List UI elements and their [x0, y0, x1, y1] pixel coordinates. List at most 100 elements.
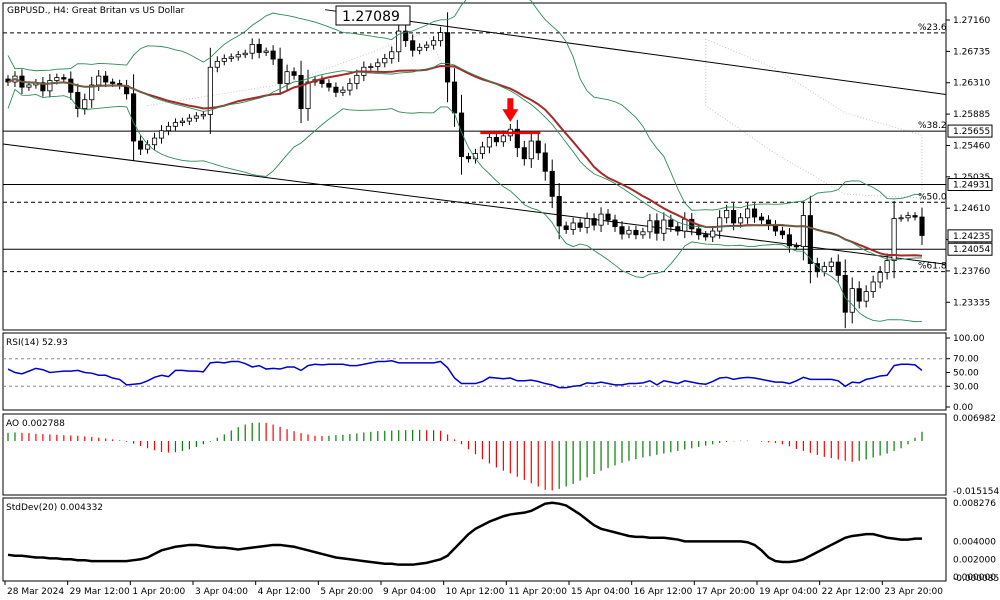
- candle-body: [751, 208, 758, 218]
- candle-body: [284, 71, 290, 84]
- rsi-axis-label: 50.00: [953, 369, 979, 379]
- candle-body: [563, 225, 569, 230]
- candle-body: [640, 231, 646, 236]
- candle-body: [514, 128, 520, 149]
- time-axis-label: 16 Apr 12:00: [634, 587, 693, 597]
- candle-body: [598, 213, 604, 226]
- candle-body: [110, 81, 116, 84]
- candle-body: [465, 156, 472, 160]
- ao-title: AO 0.002788: [6, 419, 65, 429]
- stddev-axis-label: 0.008276: [953, 499, 996, 509]
- candle-body: [919, 216, 925, 236]
- candle-body: [828, 261, 834, 267]
- price-axis-label: 1.24610: [953, 204, 990, 214]
- candle-body: [745, 208, 751, 219]
- price-marker-label: 1.24235: [953, 232, 990, 242]
- price-panel[interactable]: [2, 2, 947, 331]
- time-axis-label: 4 Apr 12:00: [258, 587, 311, 597]
- stddev-panel[interactable]: [2, 497, 947, 582]
- ao-axis-label: 0.006982: [953, 414, 996, 424]
- candle-body: [291, 71, 297, 76]
- candle-body: [696, 228, 702, 236]
- time-axis-label: 29 Mar 12:00: [70, 587, 130, 597]
- candle-body: [26, 84, 32, 88]
- bollinger-lower-band: [7, 88, 923, 323]
- candle-body: [633, 229, 639, 236]
- candle-body: [103, 75, 109, 83]
- time-axis-label: 28 Mar 2024: [7, 587, 64, 597]
- candle-body: [912, 215, 918, 218]
- candle-body: [821, 266, 827, 273]
- candle-body: [138, 140, 144, 150]
- candle-body: [479, 146, 486, 154]
- rsi-axis-label: 0.00: [953, 403, 973, 413]
- rsi-axis-label: 100.00: [953, 334, 985, 344]
- ao-panel[interactable]: [2, 413, 947, 496]
- rsi-panel[interactable]: [2, 332, 947, 411]
- candle-body: [389, 51, 395, 59]
- candle-body: [877, 271, 883, 283]
- candle-body: [54, 77, 60, 81]
- candle-body: [710, 230, 716, 238]
- candle-body: [738, 217, 744, 224]
- candle-body: [158, 130, 165, 139]
- candle-body: [724, 210, 730, 219]
- price-axis-label: 1.25885: [953, 110, 990, 120]
- price-marker-box: [947, 242, 993, 256]
- candle-body: [570, 222, 576, 230]
- time-axis-label: 1 Apr 20:00: [132, 587, 185, 597]
- candle-body: [410, 40, 416, 51]
- candle-body: [193, 115, 199, 119]
- candle-body: [228, 56, 234, 59]
- price-axis-label: 1.26310: [953, 79, 990, 89]
- time-axis-label: 23 Apr 20:00: [884, 587, 943, 597]
- candle-body: [68, 78, 74, 93]
- candle-body: [333, 86, 339, 93]
- rsi-axis-label: 70.00: [953, 355, 979, 365]
- candle-body: [661, 219, 667, 234]
- candle-body: [151, 137, 158, 146]
- time-axis-label: 5 Apr 20:00: [320, 587, 373, 597]
- high-price-label: 1.27089: [342, 9, 400, 25]
- candle-body: [438, 32, 444, 42]
- time-axis-label: 9 Apr 04:00: [383, 587, 436, 597]
- candle-body: [61, 77, 67, 80]
- candle-body: [668, 219, 674, 228]
- price-axis-label: 1.25035: [953, 173, 990, 183]
- candle-body: [270, 50, 276, 60]
- candle-body: [493, 136, 499, 143]
- candle-body: [451, 81, 458, 114]
- candle-body: [675, 226, 681, 232]
- moving-average-line: [7, 65, 923, 257]
- price-marker-box: [947, 229, 993, 243]
- stddev-line: [7, 501, 922, 566]
- price-axis-label: 1.23760: [953, 267, 990, 277]
- time-axis-label: 3 Apr 04:00: [195, 587, 248, 597]
- price-marker-box: [947, 178, 993, 192]
- candle-body: [647, 220, 653, 233]
- candle-body: [235, 54, 241, 58]
- time-axis-label: 15 Apr 04:00: [571, 587, 630, 597]
- candle-body: [165, 125, 172, 132]
- fib-level-label: %38.2: [918, 121, 947, 131]
- candle-body: [626, 229, 632, 235]
- candle-body: [242, 52, 248, 56]
- candle-body: [368, 66, 374, 68]
- candle-body: [654, 220, 660, 234]
- candle-body: [870, 281, 876, 292]
- price-axis-label: 1.26735: [953, 47, 990, 57]
- candle-body: [779, 230, 786, 236]
- candle-body: [298, 74, 304, 109]
- candle-body: [731, 210, 737, 224]
- price-axis-label: 1.27160: [953, 16, 990, 26]
- fib-level-label: %23.6: [918, 23, 947, 33]
- candle-body: [800, 215, 806, 247]
- stddev-axis-label: 0.002000: [953, 555, 996, 565]
- candle-body: [703, 234, 709, 238]
- candle-body: [612, 219, 618, 228]
- candle-body: [40, 82, 46, 92]
- price-axis-label: 1.23335: [953, 298, 990, 308]
- candle-body: [717, 217, 723, 232]
